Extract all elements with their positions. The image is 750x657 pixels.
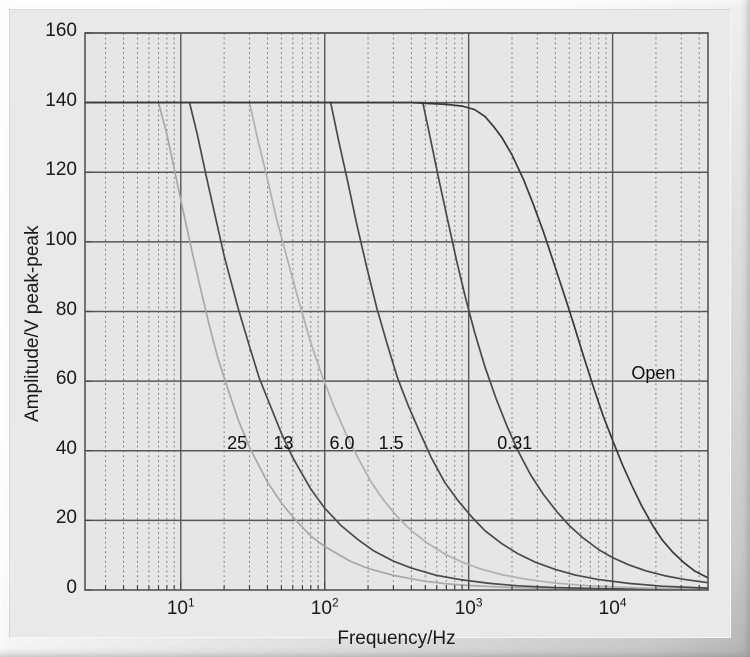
- y-axis-tick-label: 160: [45, 20, 77, 41]
- curve-annotation-25: 25: [227, 432, 248, 453]
- x-tick-mantissa: 10: [310, 598, 332, 619]
- curve-open: [84, 101, 709, 579]
- y-axis-tick-label: 20: [55, 507, 77, 529]
- y-axis-tick-label: 0: [66, 577, 77, 598]
- x-tick-exponent: 3: [475, 595, 483, 610]
- x-axis-tick-label: 104: [578, 595, 648, 620]
- axis-ticks: [85, 32, 700, 591]
- x-axis-title: Frequency/Hz: [337, 628, 456, 649]
- x-tick-mantissa: 10: [454, 598, 476, 619]
- x-tick-exponent: 2: [331, 595, 339, 610]
- y-axis-tick-label: 100: [45, 228, 77, 250]
- curve-13: [84, 101, 709, 591]
- data-curves: [84, 101, 709, 591]
- curve-annotation-open: Open: [631, 363, 676, 384]
- x-axis-tick-label: 102: [290, 595, 360, 620]
- y-axis-tick-label: 140: [45, 89, 77, 111]
- curve-6-0: [84, 101, 709, 590]
- curve-annotation-1-5: 1.5: [378, 432, 404, 453]
- curve-annotation-13: 13: [273, 432, 294, 453]
- curve-1-5: [84, 101, 709, 589]
- curve-annotation-0-31: 0.31: [497, 432, 533, 453]
- curve-annotation-6-0: 6.0: [329, 432, 355, 453]
- x-tick-exponent: 4: [619, 595, 627, 610]
- x-axis-tick-label: 103: [434, 595, 504, 620]
- y-axis-tick-label: 120: [45, 159, 77, 181]
- curve-0-31: [84, 101, 709, 584]
- x-tick-mantissa: 10: [598, 598, 620, 619]
- y-axis-tick-label: 80: [55, 298, 77, 320]
- x-axis-tick-label: 101: [146, 595, 216, 620]
- x-tick-exponent: 1: [188, 595, 195, 610]
- y-axis-tick-label: 60: [55, 368, 77, 390]
- curve-25: [84, 101, 709, 591]
- y-axis-tick-label: 40: [55, 437, 77, 459]
- y-axis-title: Amplitude/V peak-peak: [22, 225, 43, 422]
- x-tick-mantissa: 10: [166, 598, 188, 619]
